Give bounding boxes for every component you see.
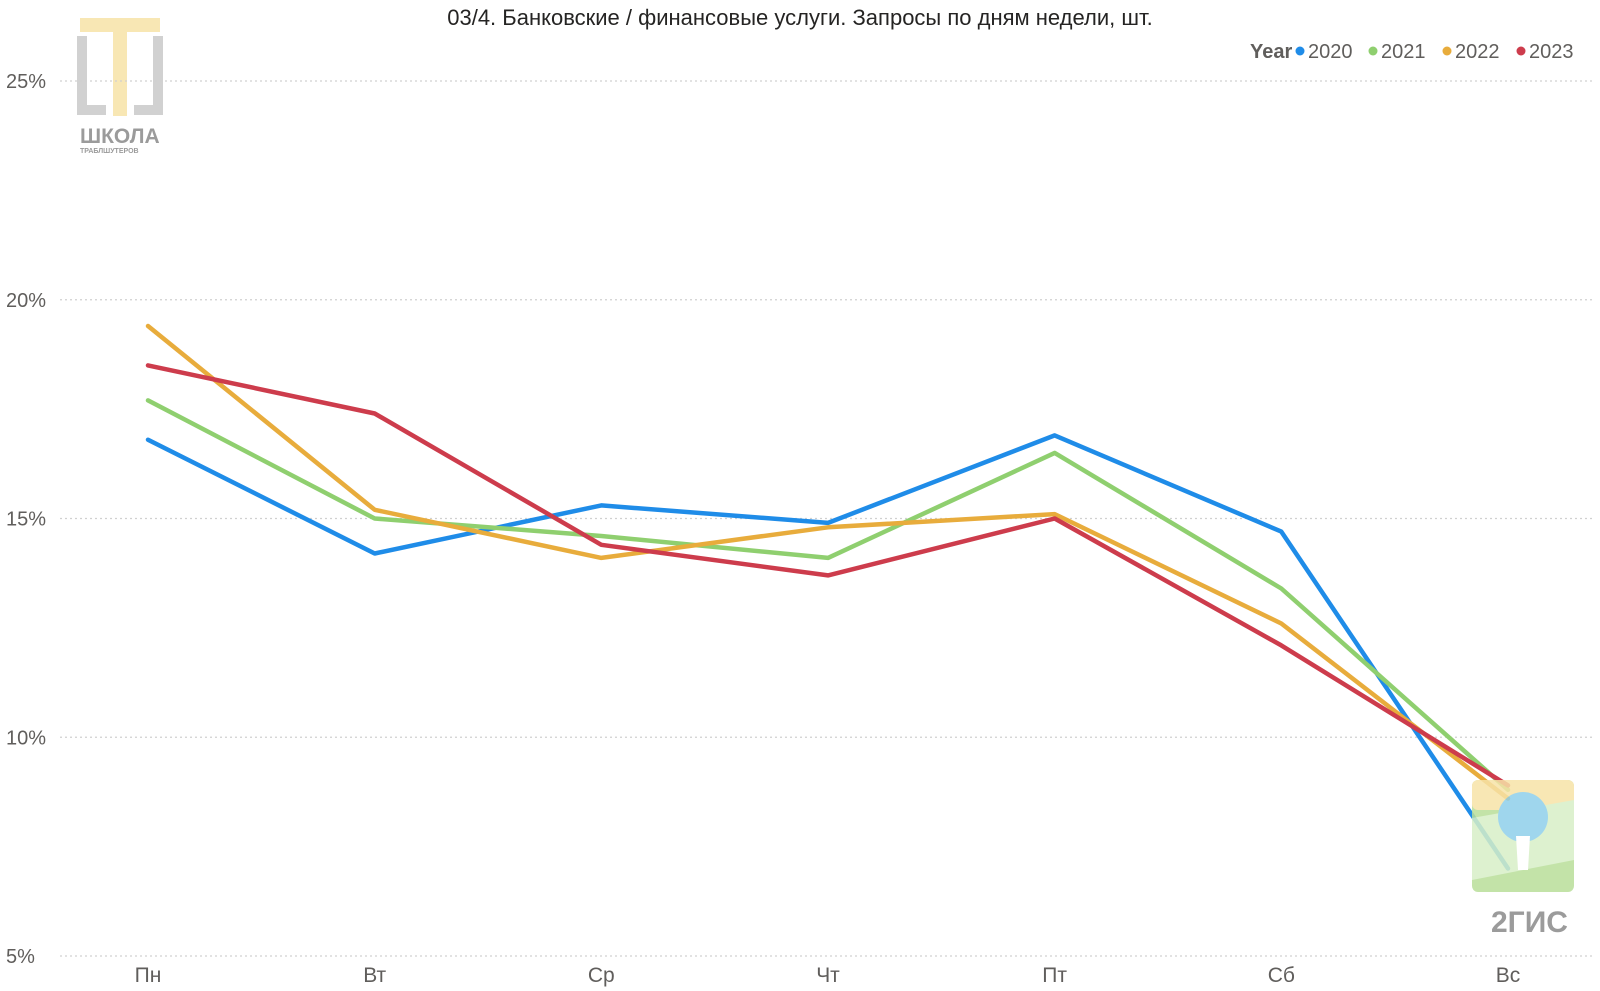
x-tick-label: Вс bbox=[1496, 964, 1521, 987]
x-tick-label: Вт bbox=[363, 964, 386, 987]
y-tick-label: 25% bbox=[6, 71, 46, 93]
y-tick-label: 10% bbox=[6, 727, 46, 749]
grid: 5% 10% 15% 20% 25% Пн Вт Ср Чт Пт Сб Вс bbox=[6, 71, 1595, 987]
series-line-2021 bbox=[145, 398, 1511, 793]
legend-item-2023: 2023 bbox=[1529, 41, 1574, 63]
legend: Year 2020 2021 2022 2023 bbox=[1250, 41, 1574, 63]
series-line-2022 bbox=[145, 323, 1511, 801]
legend-marker-2022 bbox=[1442, 46, 1452, 56]
legend-item-2021: 2021 bbox=[1381, 41, 1426, 63]
y-tick-label: 15% bbox=[6, 509, 46, 531]
x-tick-label: Сб bbox=[1268, 964, 1295, 987]
gis-logo: 2ГИС bbox=[1472, 780, 1574, 939]
series-layer bbox=[145, 323, 1511, 871]
legend-item-2020: 2020 bbox=[1308, 41, 1353, 63]
x-tick-label: Чт bbox=[816, 964, 840, 987]
chart-title: 03/4. Банковские / финансовые услуги. За… bbox=[447, 5, 1153, 30]
gis-logo-name: 2ГИС bbox=[1491, 906, 1568, 939]
legend-item-2022: 2022 bbox=[1455, 41, 1500, 63]
x-tick-label: Пн bbox=[135, 964, 162, 987]
legend-marker-2023 bbox=[1516, 46, 1526, 56]
x-tick-label: Ср bbox=[588, 964, 615, 987]
school-logo: ШКОЛА ТРАБЛШУТЕРОВ bbox=[77, 18, 163, 155]
school-logo-subtitle: ТРАБЛШУТЕРОВ bbox=[80, 148, 139, 155]
legend-marker-2021 bbox=[1368, 46, 1378, 56]
legend-title: Year bbox=[1250, 41, 1292, 63]
legend-marker-2020 bbox=[1295, 46, 1305, 56]
x-tick-label: Пт bbox=[1042, 964, 1067, 987]
school-logo-name: ШКОЛА bbox=[80, 125, 160, 148]
y-tick-label: 5% bbox=[6, 946, 35, 968]
series-line-2023 bbox=[145, 363, 1511, 788]
y-tick-label: 20% bbox=[6, 290, 46, 312]
series-line-2020 bbox=[145, 433, 1511, 871]
